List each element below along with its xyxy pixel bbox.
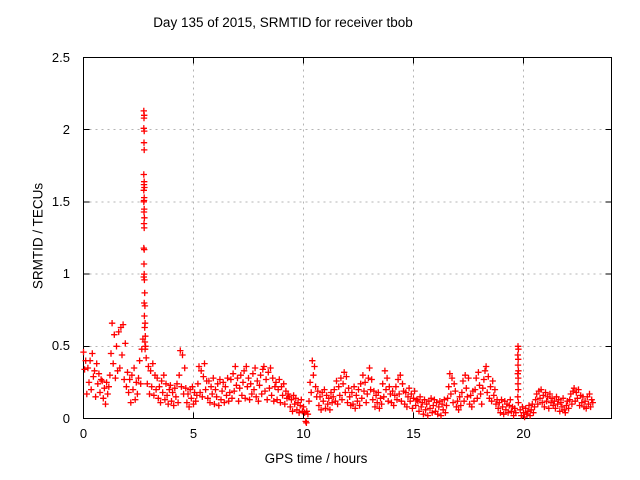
- y-tick-label: 1.5: [51, 193, 70, 209]
- scatter-points: [80, 107, 596, 426]
- y-tick-label: 0: [62, 410, 70, 426]
- y-tick-label: 1: [62, 266, 70, 282]
- axis-ticks: [83, 57, 612, 419]
- y-tick-label: 2.5: [51, 49, 70, 65]
- x-tick-label: 5: [189, 426, 198, 441]
- x-tick-label: 15: [406, 426, 421, 441]
- plot-border: [83, 57, 612, 419]
- y-tick-label: 2: [62, 121, 70, 137]
- gridlines: [83, 57, 612, 419]
- x-axis-label: GPS time / hours: [264, 451, 368, 466]
- x-tick-label: 0: [79, 426, 88, 441]
- x-tick-label: 10: [296, 426, 311, 441]
- plot-area: [80, 57, 612, 426]
- x-tick-label: 20: [516, 426, 531, 441]
- chart-title: Day 135 of 2015, SRMTID for receiver tbo…: [153, 15, 413, 30]
- y-tick-label: 0.5: [51, 338, 70, 354]
